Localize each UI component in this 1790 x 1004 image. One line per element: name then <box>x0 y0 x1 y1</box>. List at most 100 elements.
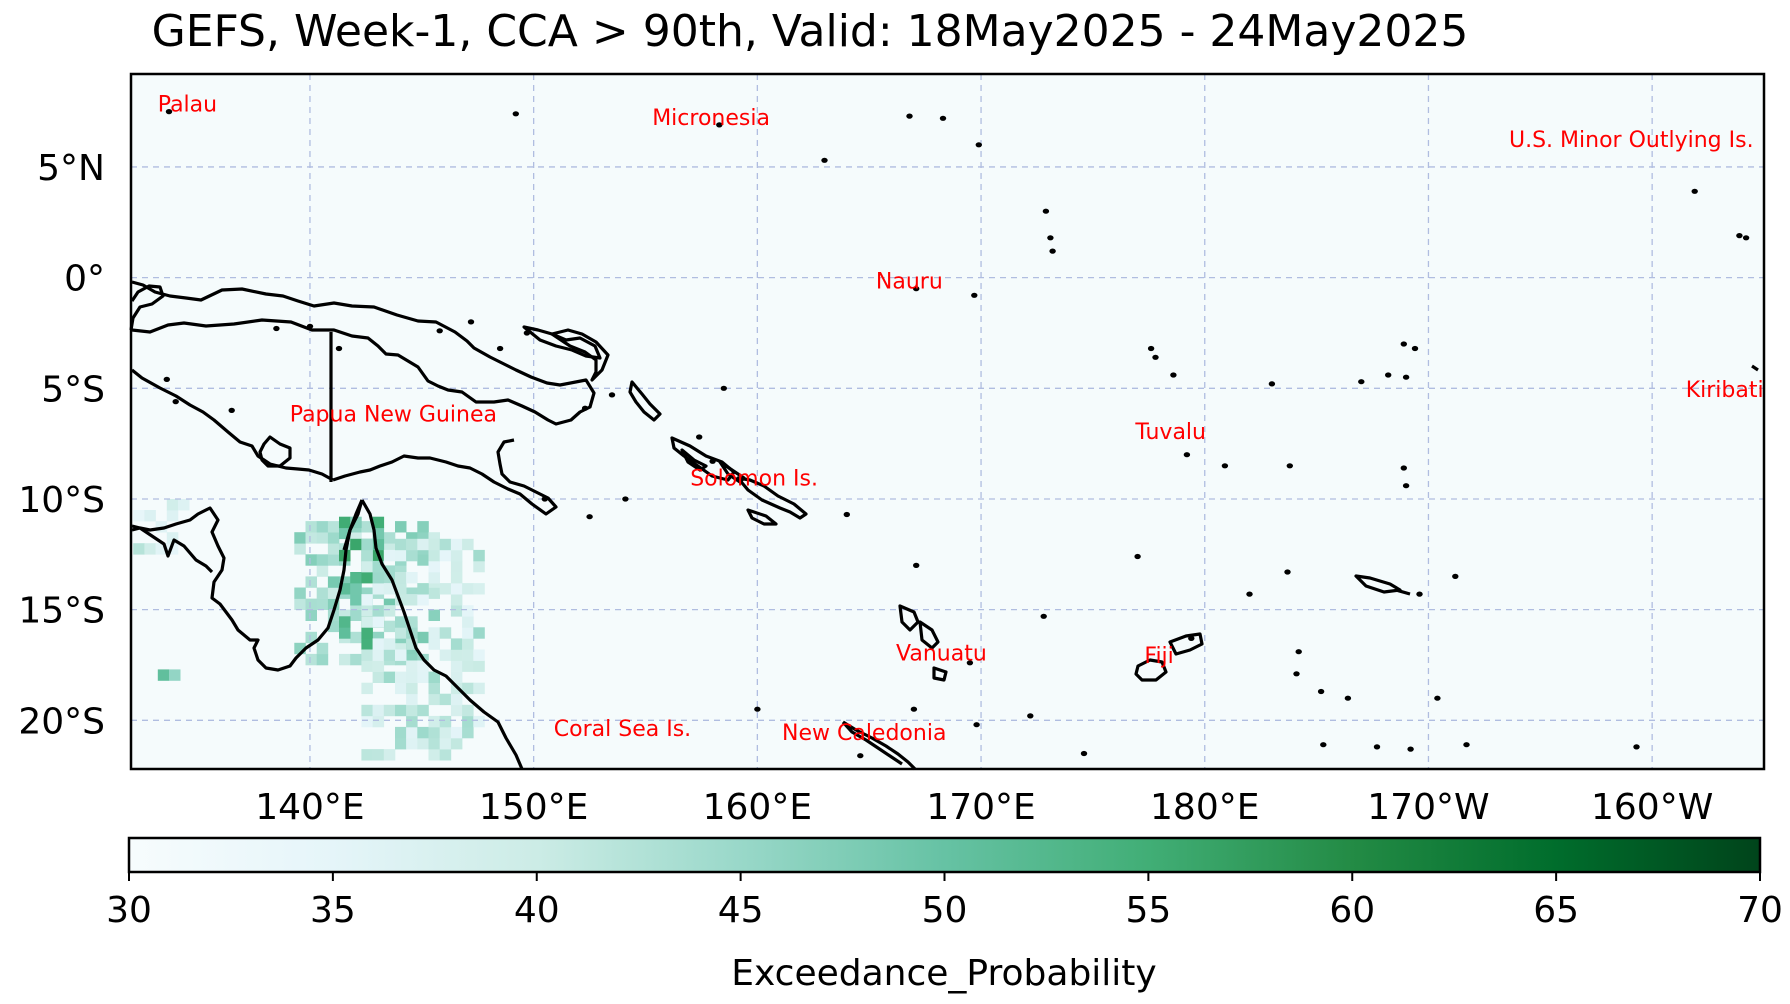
island-marker <box>1147 345 1155 352</box>
colorbar-tick-label: 45 <box>718 890 764 931</box>
island-marker <box>273 325 280 332</box>
small-islands <box>163 109 1750 759</box>
probability-cell <box>406 653 418 666</box>
probability-cell <box>372 749 385 761</box>
bougainville-coastline <box>628 380 662 422</box>
probability-cell <box>383 583 396 595</box>
probability-cell <box>294 598 306 610</box>
probability-cell <box>294 543 306 555</box>
samoa-upolu <box>1395 588 1411 596</box>
fiji-vanua-levu <box>1168 632 1204 656</box>
island-marker <box>1047 235 1054 241</box>
new-guinea-coastline <box>129 280 596 426</box>
coastlines <box>129 280 1759 771</box>
probability-cell <box>327 532 340 544</box>
probability-cell <box>372 649 385 661</box>
probability-cell <box>383 549 396 562</box>
probability-cell <box>450 671 463 683</box>
probability-cell <box>305 653 317 666</box>
probability-cell <box>406 538 418 551</box>
island-marker <box>1188 635 1195 642</box>
island-marker <box>1134 553 1141 560</box>
probability-cell <box>395 671 407 683</box>
australia-coastline <box>131 499 364 672</box>
probability-cell <box>166 543 179 555</box>
colorbar-tick-label: 55 <box>1125 890 1171 931</box>
probability-cell <box>428 549 440 562</box>
probability-cell <box>327 576 340 588</box>
island-marker <box>1463 742 1470 748</box>
probability-cell <box>417 704 429 717</box>
probability-cell <box>372 671 385 683</box>
probability-cell <box>327 543 340 555</box>
probability-cell <box>428 572 440 584</box>
probability-cell <box>383 598 396 610</box>
probability-cell <box>406 594 418 606</box>
probability-cell <box>450 704 463 717</box>
probability-field <box>133 499 485 761</box>
probability-cell <box>350 572 362 584</box>
lon-tick-label: 180°E <box>1150 787 1259 828</box>
island-marker <box>1268 381 1276 387</box>
probability-cell <box>395 616 407 628</box>
vanuatu-espiritu-santo <box>898 604 920 632</box>
probability-cell <box>361 749 373 761</box>
probability-cell <box>327 521 340 533</box>
probability-cell <box>439 583 452 595</box>
probability-cell <box>395 738 407 750</box>
probability-cell <box>406 738 418 750</box>
island-marker <box>586 514 593 520</box>
probability-cell <box>144 510 156 522</box>
solomon-guadalcanal <box>670 436 736 482</box>
probability-cell <box>406 638 418 650</box>
probability-cell <box>166 532 179 544</box>
probability-cell <box>361 549 373 562</box>
probability-cell <box>462 682 474 695</box>
probability-cell <box>383 605 396 617</box>
probability-cell <box>383 565 396 577</box>
probability-cell <box>473 549 485 562</box>
probability-cell <box>294 532 306 544</box>
island-marker <box>1402 374 1410 380</box>
probability-cell <box>406 616 418 628</box>
island-marker <box>1344 695 1352 701</box>
probability-cell <box>395 572 407 584</box>
region-labels: Palau Micronesia U.S. Minor Outlying Is. Na… <box>158 93 1764 747</box>
probability-cell <box>305 532 317 544</box>
map-frame <box>129 72 1766 771</box>
lat-tick-label: 10°S <box>18 480 105 521</box>
island-marker <box>1320 742 1327 748</box>
probability-cell <box>395 549 407 562</box>
region-label: Micronesia <box>652 106 770 131</box>
gridlines <box>131 74 1764 769</box>
island-marker <box>1049 248 1056 254</box>
probability-cell <box>383 638 396 650</box>
new-britain-coastline <box>522 325 602 360</box>
probability-cell <box>450 572 463 584</box>
probability-cell <box>462 715 474 728</box>
island-marker <box>622 496 629 502</box>
island-marker <box>467 319 475 325</box>
new-ireland-coastline <box>550 328 610 382</box>
probability-cell <box>450 638 463 650</box>
probability-cell <box>350 594 362 606</box>
probability-cell <box>450 605 463 617</box>
region-label: Vanuatu <box>896 642 987 667</box>
probability-cell <box>450 738 463 750</box>
probability-cell <box>327 554 340 566</box>
region-label: U.S. Minor Outlying Is. <box>1509 128 1754 153</box>
probability-cell <box>417 538 429 551</box>
probability-cell <box>350 631 362 644</box>
probability-cell <box>428 627 440 639</box>
probability-cell <box>406 532 418 544</box>
lon-tick-label: 170°E <box>926 787 1035 828</box>
probability-cell <box>428 715 440 728</box>
probability-cell <box>428 671 440 683</box>
solomon-makira <box>746 508 778 526</box>
probability-cell <box>428 609 440 621</box>
lat-tick-label: 15°S <box>18 591 105 632</box>
probability-cell <box>372 704 385 717</box>
australia-east-coastline <box>360 499 524 770</box>
island-marker <box>1434 695 1441 701</box>
island-marker <box>1373 744 1381 750</box>
